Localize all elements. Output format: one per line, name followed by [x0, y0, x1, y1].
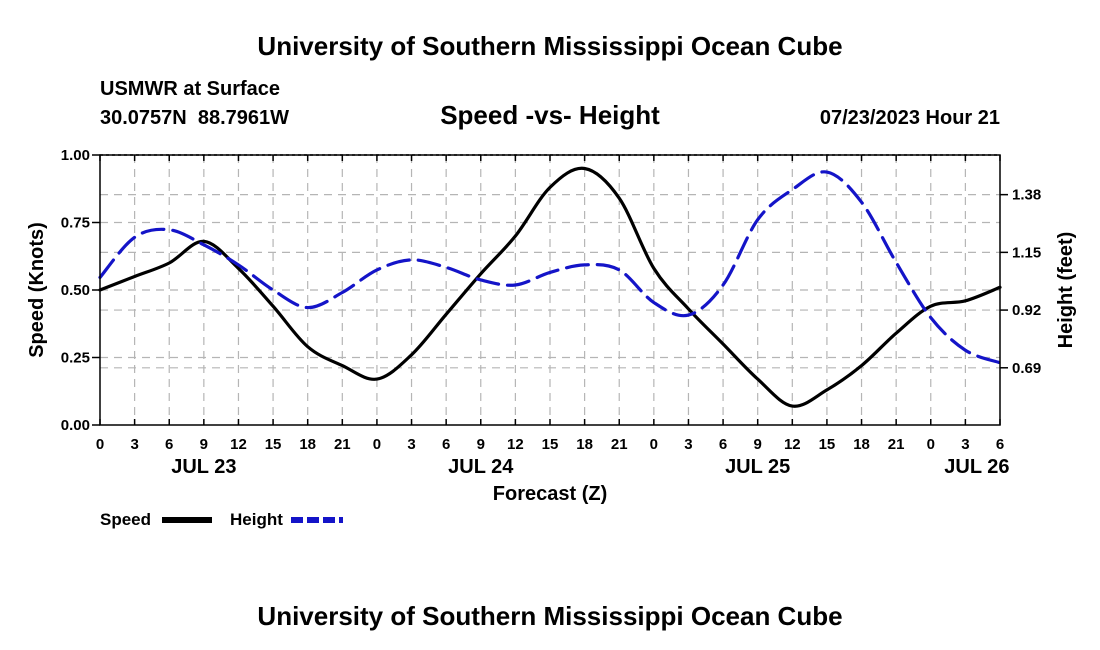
legend: Speed Height — [100, 510, 343, 529]
x-tick-label: 21 — [611, 436, 628, 453]
date-label: JUL 25 — [725, 456, 790, 478]
run-time: 07/23/2023 Hour 21 — [820, 107, 1000, 129]
x-tick-label: 18 — [299, 436, 316, 453]
y2-axis-label: Height (feet) — [1055, 232, 1077, 349]
y2-tick-label: 0.92 — [1012, 302, 1041, 319]
x-tick-label: 6 — [719, 436, 727, 453]
x-tick-label: 9 — [477, 436, 485, 453]
x-tick-label: 12 — [230, 436, 247, 453]
x-tick-label: 15 — [542, 436, 559, 453]
grid-layer — [100, 154, 1000, 425]
x-tick-label: 3 — [407, 436, 415, 453]
top-title: University of Southern Mississippi Ocean… — [257, 31, 842, 61]
y-tick-label: 0.25 — [61, 350, 90, 367]
series-layer — [98, 166, 1002, 408]
date-label: JUL 24 — [448, 456, 514, 478]
x-tick-label: 18 — [576, 436, 593, 453]
x-tick-label: 3 — [684, 436, 692, 453]
x-tick-label: 3 — [961, 436, 969, 453]
x-tick-label: 9 — [200, 436, 208, 453]
x-tick-label: 0 — [650, 436, 658, 453]
y2-tick-label: 0.69 — [1012, 360, 1041, 377]
chart-title: Speed -vs- Height — [440, 100, 660, 130]
x-tick-label: 6 — [165, 436, 173, 453]
y-tick-label: 0.00 — [61, 417, 90, 434]
x-tick-label: 0 — [373, 436, 381, 453]
x-tick-label: 6 — [996, 436, 1004, 453]
x-tick-label: 3 — [130, 436, 138, 453]
x-tick-label: 0 — [96, 436, 104, 453]
x-tick-label: 21 — [334, 436, 351, 453]
x-tick-label: 21 — [888, 436, 905, 453]
y-tick-label: 0.50 — [61, 282, 90, 299]
ticks-layer: 0 3 6 9 12 15 18 21 0 3 6 9 12 15 18 21 0 3 6 9 12 15 18 21 0 3 6 0… — [61, 147, 1041, 478]
x-tick-label: 6 — [442, 436, 450, 453]
station-coords: 30.0757N 88.7961W — [100, 107, 289, 129]
x-tick-label: 0 — [927, 436, 935, 453]
station-name: USMWR at Surface — [100, 78, 280, 100]
date-label: JUL 23 — [171, 456, 236, 478]
y2-tick-label: 1.15 — [1012, 244, 1041, 261]
x-tick-label: 9 — [754, 436, 762, 453]
x-tick-label: 15 — [265, 436, 282, 453]
y-tick-label: 1.00 — [61, 147, 90, 164]
x-tick-label: 15 — [819, 436, 836, 453]
y-tick-label: 0.75 — [61, 215, 90, 232]
y2-tick-label: 1.38 — [1012, 187, 1041, 204]
legend-speed-label: Speed — [100, 510, 151, 529]
bottom-title: University of Southern Mississippi Ocean… — [257, 601, 842, 631]
series-line-speed — [98, 166, 1002, 408]
x-tick-label: 18 — [853, 436, 870, 453]
x-tick-label: 12 — [507, 436, 524, 453]
date-label: JUL 26 — [944, 456, 1009, 478]
series-line-height — [98, 170, 1002, 365]
legend-height-label: Height — [230, 510, 283, 529]
x-tick-label: 12 — [784, 436, 801, 453]
x-axis-label: Forecast (Z) — [493, 483, 607, 505]
y-axis-label: Speed (Knots) — [26, 222, 48, 358]
